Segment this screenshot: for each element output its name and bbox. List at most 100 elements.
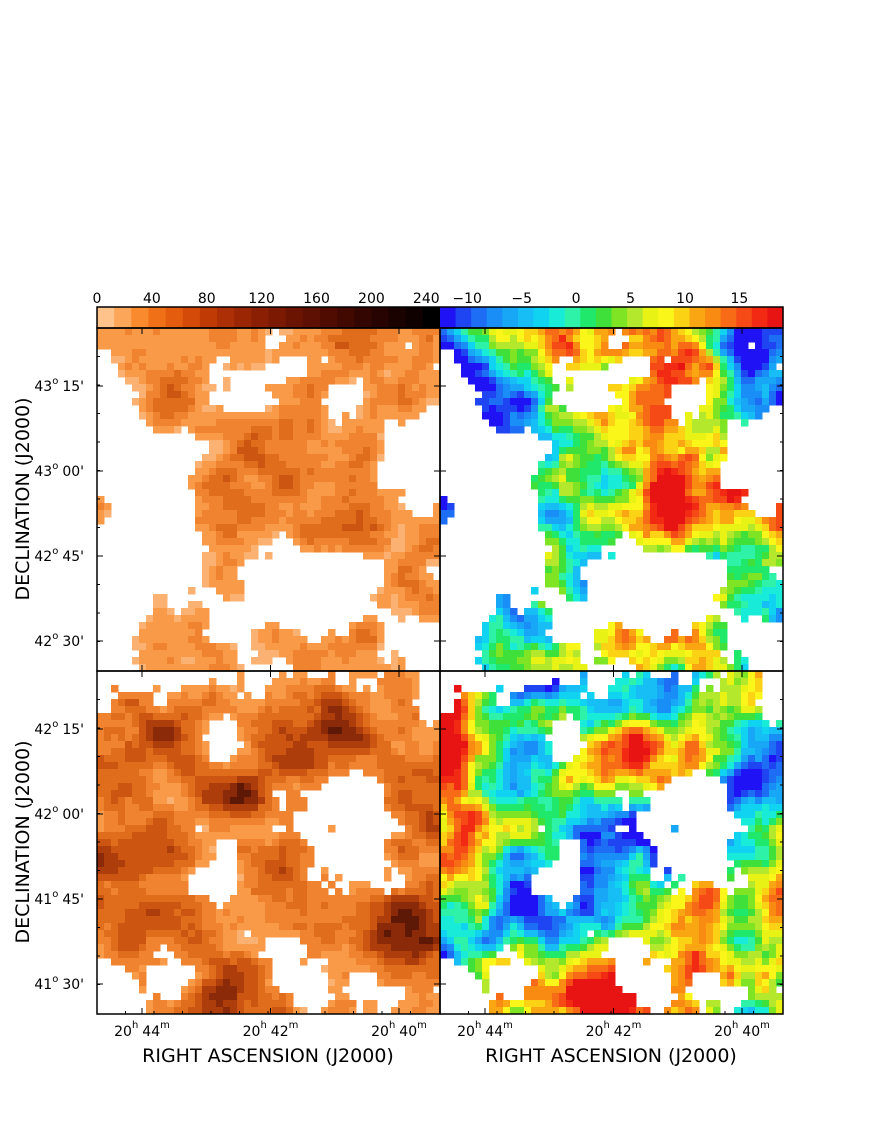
map-pixel: [461, 328, 469, 336]
map-pixel: [699, 699, 707, 707]
map-pixel: [426, 937, 434, 945]
map-pixel: [349, 762, 357, 770]
map-pixel: [230, 559, 238, 567]
intensity-colorbar-swatch: [302, 307, 321, 328]
map-pixel: [251, 895, 259, 903]
map-pixel: [398, 979, 406, 987]
map-pixel: [286, 916, 294, 924]
map-pixel: [202, 412, 210, 420]
map-pixel: [307, 426, 315, 434]
map-pixel: [139, 979, 147, 987]
map-pixel: [321, 370, 329, 378]
map-pixel: [244, 979, 252, 987]
map-pixel: [167, 818, 175, 826]
map-pixel: [734, 601, 742, 609]
map-pixel: [321, 755, 329, 763]
map-pixel: [678, 468, 686, 476]
map-pixel: [167, 923, 175, 931]
map-pixel: [734, 692, 742, 700]
map-pixel: [419, 902, 427, 910]
map-pixel: [622, 475, 630, 483]
map-pixel: [335, 377, 343, 385]
map-pixel: [342, 328, 350, 336]
map-pixel: [419, 587, 427, 595]
map-pixel: [678, 440, 686, 448]
map-pixel: [734, 685, 742, 693]
map-pixel: [195, 608, 203, 616]
map-pixel: [328, 629, 336, 637]
map-pixel: [223, 769, 231, 777]
map-pixel: [559, 580, 567, 588]
map-pixel: [167, 377, 175, 385]
map-pixel: [167, 937, 175, 945]
map-pixel: [188, 482, 196, 490]
map-pixel: [328, 965, 336, 973]
map-pixel: [699, 496, 707, 504]
map-pixel: [104, 923, 112, 931]
map-pixel: [762, 517, 770, 525]
map-pixel: [279, 636, 287, 644]
map-pixel: [237, 818, 245, 826]
map-pixel: [755, 363, 763, 371]
map-pixel: [314, 909, 322, 917]
map-pixel: [496, 720, 504, 728]
map-pixel: [188, 895, 196, 903]
map-pixel: [657, 678, 665, 686]
map-pixel: [678, 342, 686, 350]
map-pixel: [244, 440, 252, 448]
map-pixel: [293, 790, 301, 798]
map-pixel: [202, 692, 210, 700]
map-pixel: [265, 1000, 273, 1008]
map-pixel: [538, 496, 546, 504]
map-pixel: [524, 685, 532, 693]
map-pixel: [307, 503, 315, 511]
map-pixel: [244, 853, 252, 861]
map-pixel: [97, 755, 105, 763]
map-pixel: [755, 377, 763, 385]
map-pixel: [244, 349, 252, 357]
map-pixel: [104, 930, 112, 938]
map-pixel: [552, 559, 560, 567]
map-pixel: [251, 846, 259, 854]
map-pixel: [482, 622, 490, 630]
map-pixel: [678, 433, 686, 441]
map-pixel: [608, 517, 616, 525]
map-pixel: [643, 657, 651, 665]
map-pixel: [538, 391, 546, 399]
map-pixel: [97, 720, 105, 728]
map-pixel: [251, 706, 259, 714]
map-pixel: [139, 860, 147, 868]
map-pixel: [419, 804, 427, 812]
map-pixel: [377, 440, 385, 448]
map-pixel: [545, 454, 553, 462]
map-pixel: [293, 328, 301, 336]
map-pixel: [209, 972, 217, 980]
map-pixel: [209, 573, 217, 581]
map-pixel: [426, 377, 434, 385]
map-pixel: [202, 489, 210, 497]
map-pixel: [391, 524, 399, 532]
map-pixel: [307, 517, 315, 525]
map-pixel: [174, 895, 182, 903]
map-pixel: [328, 335, 336, 343]
map-pixel: [377, 678, 385, 686]
map-pixel: [328, 545, 336, 553]
map-pixel: [237, 909, 245, 917]
map-pixel: [293, 762, 301, 770]
map-pixel: [531, 356, 539, 364]
map-pixel: [195, 335, 203, 343]
map-pixel: [706, 461, 714, 469]
map-pixel: [398, 888, 406, 896]
map-pixel: [146, 839, 154, 847]
map-pixel: [762, 566, 770, 574]
map-pixel: [258, 748, 266, 756]
map-pixel: [398, 363, 406, 371]
map-pixel: [237, 839, 245, 847]
map-pixel: [321, 713, 329, 721]
map-pixel: [503, 391, 511, 399]
map-pixel: [97, 909, 105, 917]
map-pixel: [384, 874, 392, 882]
map-pixel: [153, 937, 161, 945]
map-pixel: [594, 363, 602, 371]
map-pixel: [398, 902, 406, 910]
